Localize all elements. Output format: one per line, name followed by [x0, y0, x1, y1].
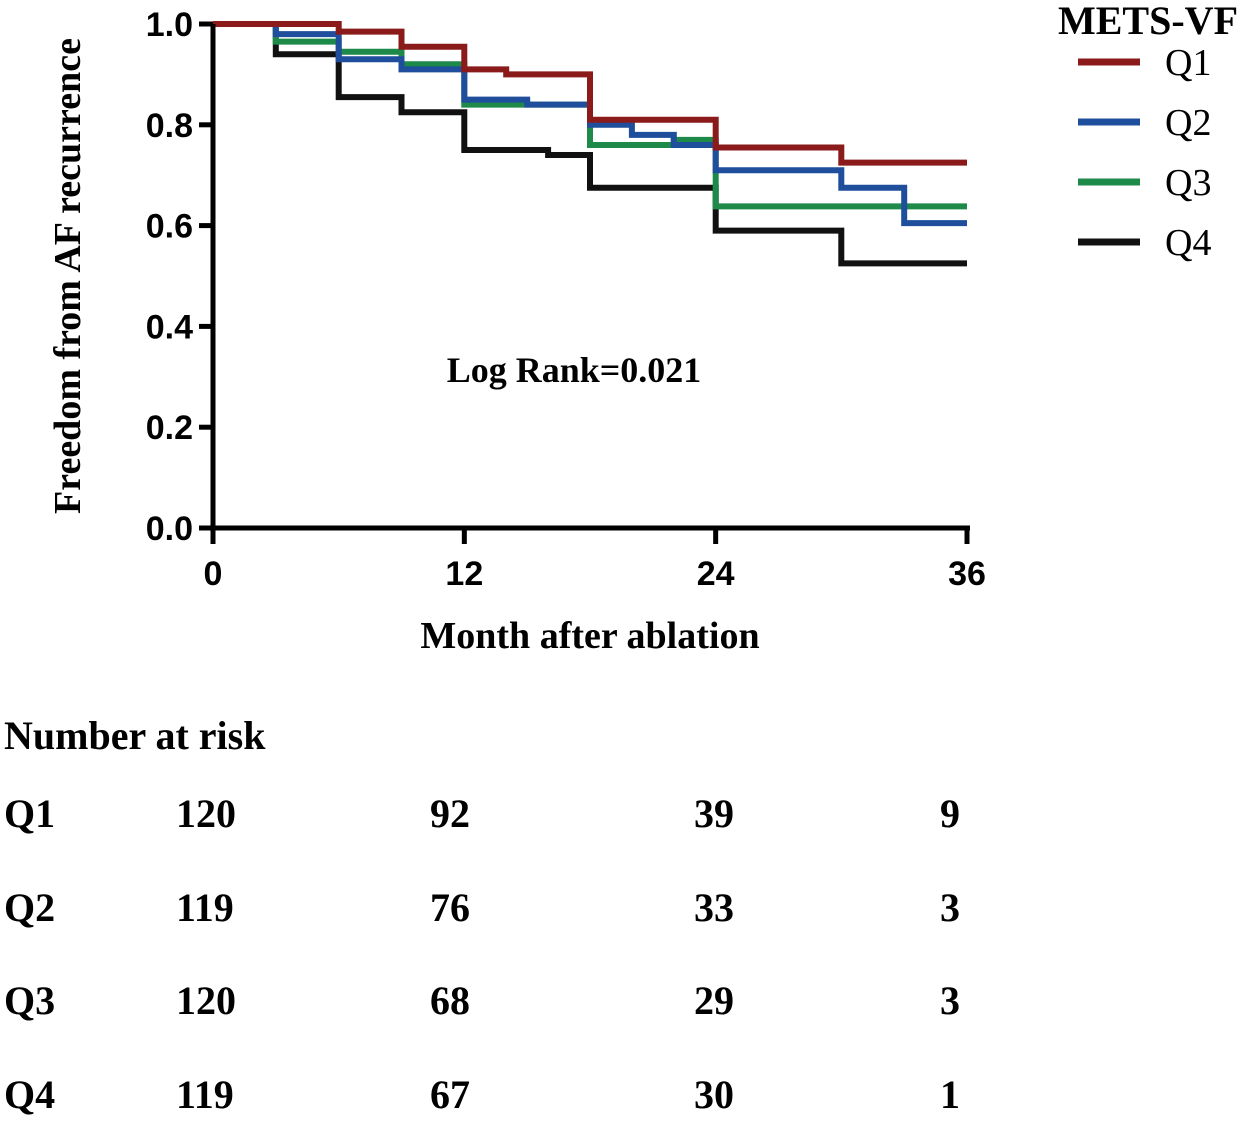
legend-label-q4: Q4 — [1165, 222, 1211, 264]
risk-cell: 3 — [940, 978, 960, 1023]
y-ticks: 0.0 0.2 0.4 0.6 0.8 1.0 — [146, 6, 213, 548]
y-axis-title: Freedom from AF recurrence — [47, 38, 89, 514]
legend-label-q1: Q1 — [1165, 42, 1211, 84]
risk-cell: 76 — [430, 885, 470, 930]
risk-row-q3: Q3 120 68 29 3 — [0, 977, 1242, 1027]
km-chart: 0.0 0.2 0.4 0.6 0.8 1.0 0 12 24 36 Freedom from … — [47, 0, 1238, 657]
risk-cell: 30 — [694, 1072, 734, 1117]
legend: Q1 Q2 Q3 Q4 — [1078, 42, 1211, 264]
x-axis-title: Month after ablation — [420, 615, 759, 657]
legend-title: METS-VF — [1058, 0, 1238, 43]
risk-cell: 120 — [176, 791, 236, 836]
x-tick-label: 24 — [697, 555, 735, 593]
legend-label-q2: Q2 — [1165, 102, 1211, 144]
x-tick-label: 12 — [445, 555, 483, 593]
risk-cell: 120 — [176, 978, 236, 1023]
risk-cell: 33 — [694, 885, 734, 930]
x-tick-label: 36 — [948, 555, 986, 593]
y-tick-label: 0.6 — [146, 208, 193, 246]
risk-row-label: Q3 — [4, 978, 56, 1023]
series-line-q1 — [213, 21, 967, 166]
risk-cell: 29 — [694, 978, 734, 1023]
y-tick-label: 0.2 — [146, 409, 193, 447]
risk-cell: 119 — [176, 1072, 234, 1117]
risk-cell: 1 — [940, 1072, 960, 1117]
risk-cell: 119 — [176, 885, 234, 930]
risk-cell: 3 — [940, 885, 960, 930]
x-ticks: 0 12 24 36 — [204, 528, 986, 593]
risk-table-title: Number at risk — [4, 713, 266, 758]
risk-cell: 67 — [430, 1072, 470, 1117]
y-tick-label: 0.0 — [146, 510, 193, 548]
risk-cell: 9 — [940, 791, 960, 836]
risk-row-label: Q4 — [4, 1072, 56, 1117]
y-tick-label: 1.0 — [146, 6, 193, 44]
log-rank-annotation: Log Rank=0.021 — [447, 350, 702, 390]
series-line-q4 — [213, 21, 967, 267]
x-tick-label: 0 — [204, 555, 223, 593]
risk-cell: 39 — [694, 791, 734, 836]
y-tick-label: 0.4 — [146, 308, 193, 346]
risk-row-q1: Q1 120 92 39 9 — [0, 790, 1242, 840]
risk-cell: 68 — [430, 978, 470, 1023]
risk-row-label: Q2 — [4, 885, 56, 930]
risk-row-q4: Q4 119 67 30 1 — [0, 1071, 1242, 1121]
risk-row-label: Q1 — [4, 791, 56, 836]
risk-row-q2: Q2 119 76 33 3 — [0, 884, 1242, 934]
legend-label-q3: Q3 — [1165, 162, 1211, 204]
y-tick-label: 0.8 — [146, 107, 193, 145]
series-layer — [213, 21, 967, 267]
number-at-risk-table: Number at risk Q1 120 92 39 9 Q2 119 76 … — [0, 700, 1242, 1122]
risk-cell: 92 — [430, 791, 470, 836]
series-line-q3 — [213, 21, 967, 210]
